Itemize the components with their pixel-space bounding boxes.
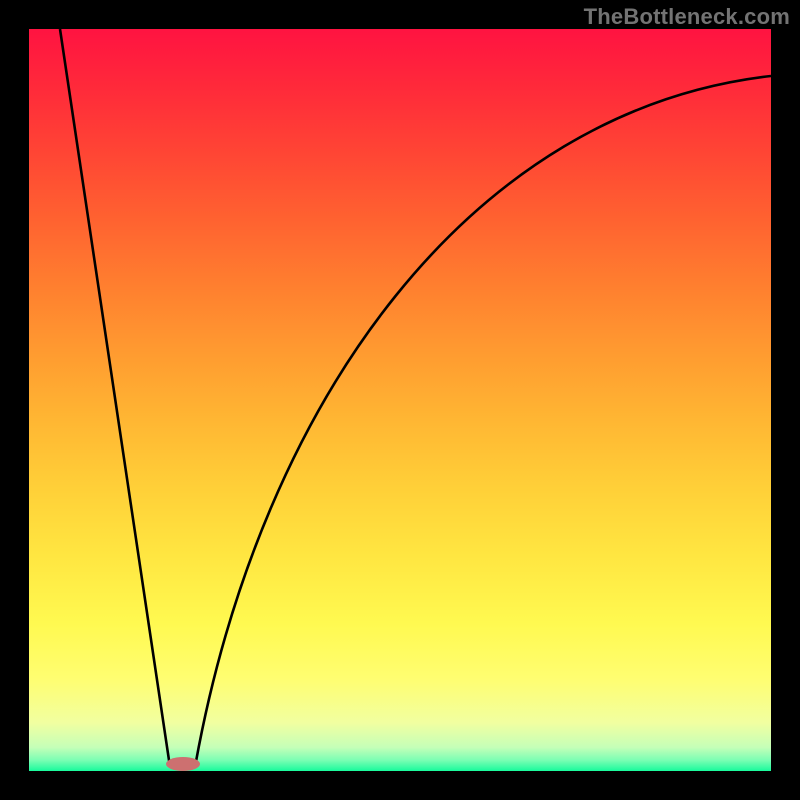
chart-stage: TheBottleneck.com: [0, 0, 800, 800]
watermark-text: TheBottleneck.com: [584, 4, 790, 30]
optimum-marker: [166, 757, 200, 771]
plot-background: [29, 29, 771, 771]
plot-svg: [0, 0, 800, 800]
